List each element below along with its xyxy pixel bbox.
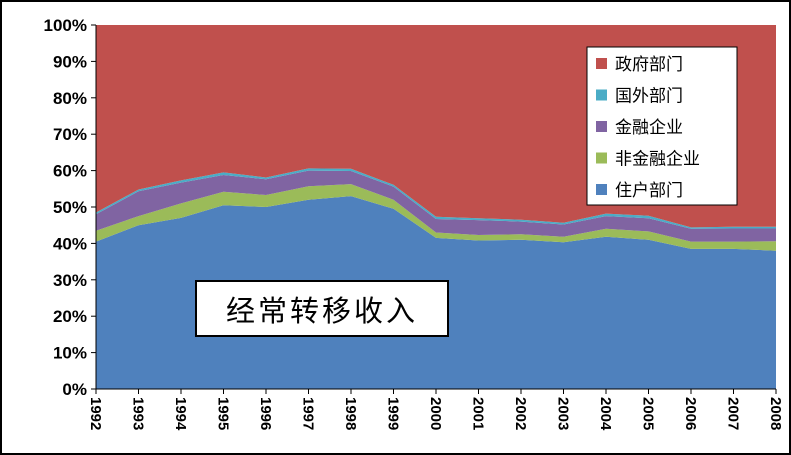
legend-swatch — [596, 89, 607, 101]
x-tick-label: 2004 — [597, 397, 614, 431]
x-tick-label: 2003 — [555, 397, 572, 430]
y-tick-label: 40% — [53, 234, 87, 253]
x-tick-label: 2000 — [427, 397, 444, 430]
x-tick-label: 1997 — [300, 397, 317, 430]
x-tick-label: 2001 — [470, 397, 487, 430]
area-series-3 — [96, 168, 776, 229]
legend-label: 国外部门 — [615, 87, 683, 107]
legend-box — [586, 46, 738, 206]
x-tick-label: 2002 — [512, 397, 529, 430]
legend-label: 非金融企业 — [615, 150, 700, 170]
legend-label: 金融企业 — [615, 118, 683, 138]
legend-swatch — [596, 58, 607, 69]
legend-label: 住户部门 — [615, 181, 683, 201]
x-tick-label: 2006 — [682, 397, 699, 430]
legend-swatch — [596, 121, 607, 132]
y-tick-label: 0% — [62, 380, 87, 399]
y-tick-label: 50% — [53, 198, 87, 217]
y-tick-label: 20% — [53, 307, 87, 326]
x-tick-label: 1992 — [87, 397, 104, 430]
y-tick-label: 100% — [44, 16, 87, 35]
y-tick-label: 70% — [53, 125, 87, 144]
x-tick-label: 1995 — [215, 397, 232, 430]
legend-label: 政府部门 — [615, 55, 683, 75]
y-tick-label: 60% — [53, 162, 87, 181]
x-tick-label: 2005 — [640, 397, 657, 430]
y-tick-label: 30% — [53, 271, 87, 290]
y-tick-label: 80% — [53, 89, 87, 108]
x-tick-label: 2008 — [767, 397, 784, 430]
y-tick-label: 10% — [53, 344, 87, 363]
chart-annotation: 经常转移收入 — [195, 280, 449, 337]
y-tick-labels: 0% 10% 20% 30% 40% 50% 60% 70% 80% 90% 100% — [44, 16, 96, 399]
x-tick-labels: 1992 1993 1994 1995 1996 1997 1998 1999 2000 2001… — [87, 389, 784, 431]
x-tick-label: 1999 — [385, 397, 402, 430]
legend-swatch — [596, 152, 607, 164]
x-tick-label: 1993 — [130, 397, 147, 430]
x-tick-label: 1996 — [257, 397, 274, 430]
area-series-1 — [96, 184, 776, 251]
x-tick-label: 1998 — [342, 397, 359, 430]
legend-swatch — [596, 184, 607, 195]
area-series-2 — [96, 170, 776, 242]
x-tick-label: 2007 — [725, 397, 742, 430]
x-tick-label: 1994 — [172, 397, 189, 431]
y-tick-label: 90% — [53, 52, 87, 71]
